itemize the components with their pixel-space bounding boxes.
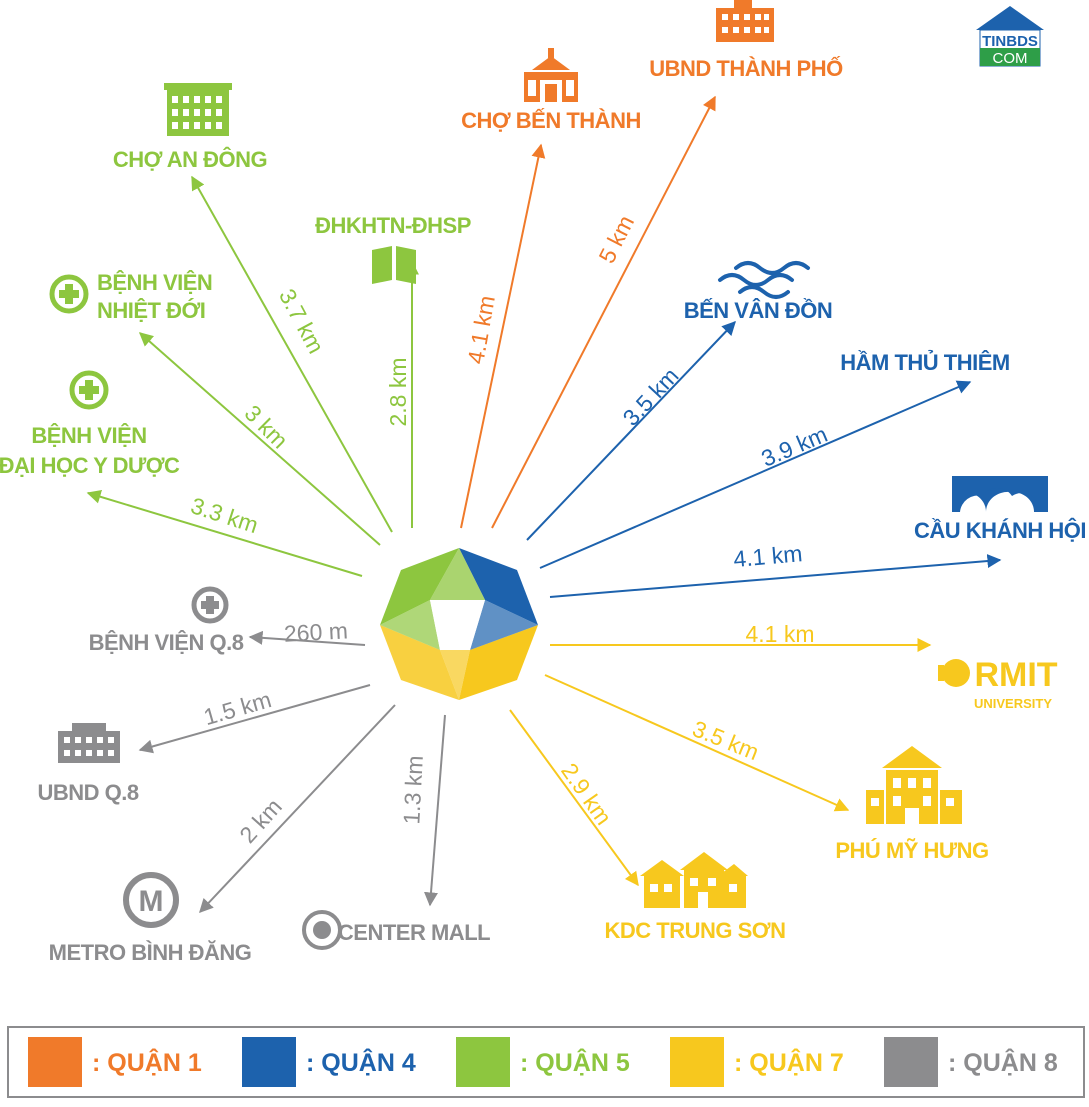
place-label-benh-vien-nhiet-doi: BỆNH VIỆN	[97, 270, 212, 295]
connector-arrow-phu-my-hung	[544, 674, 850, 812]
medical-cross-icon	[69, 370, 109, 410]
connector-arrow-ubnd-thanh-pho	[491, 95, 716, 529]
connector-arrow-cho-an-dong	[191, 175, 393, 533]
connector-arrow-center-mall	[424, 714, 446, 907]
distance-label-cho-ben-thanh: 4.1 km	[462, 293, 500, 365]
distance-label-kdc-trung-son: 2.9 km	[556, 758, 617, 829]
distance-label-metro-binh-dang: 2 km	[234, 793, 287, 847]
place-label-ben-van-don: BẾN VÂN ĐỒN	[684, 298, 833, 323]
place-label-phu-my-hung: PHÚ MỸ HƯNG	[835, 838, 988, 863]
legend-label-q8: : QUẬN 8	[948, 1047, 1058, 1077]
legend-swatch-q8	[884, 1037, 938, 1087]
place-label-ubnd-q8: UBND Q.8	[37, 780, 138, 805]
place-label-rmit: UNIVERSITY	[974, 696, 1052, 711]
connector-arrow-ham-thu-thiem	[539, 380, 972, 569]
medical-cross-icon	[49, 274, 89, 314]
place-label-kdc-trung-son: KDC TRUNG SƠN	[605, 918, 786, 943]
distance-label-phu-my-hung: 3.5 km	[689, 715, 763, 765]
rmit-logo-icon	[938, 659, 970, 687]
market-icon	[524, 48, 578, 102]
distance-label-cau-khanh-hoi: 4.1 km	[732, 540, 803, 572]
distance-label-ham-thu-thiem: 3.9 km	[757, 421, 831, 472]
legend-swatch-q7	[670, 1037, 724, 1087]
place-label-dhktn-dhsp: ĐHKHTN-ĐHSP	[315, 213, 471, 238]
place-label-benh-vien-dh-y-duoc: BỆNH VIỆN	[31, 423, 146, 448]
apartment-icon	[866, 746, 962, 824]
distance-label-benh-vien-dh-y-duoc: 3.3 km	[188, 492, 262, 538]
legend-label-q5: : QUẬN 5	[520, 1047, 630, 1077]
legend-swatch-q4	[242, 1037, 296, 1087]
place-label-benh-vien-q8: BỆNH VIỆN Q.8	[89, 630, 244, 655]
connector-arrow-ubnd-q8	[138, 684, 371, 754]
connector-arrow-benh-vien-q8	[248, 630, 366, 646]
waves-icon	[718, 261, 810, 299]
svg-text:M: M	[139, 885, 164, 918]
legend-swatch-q1	[28, 1037, 82, 1087]
place-label-benh-vien-nhiet-doi: NHIỆT ĐỚI	[97, 298, 205, 323]
building-icon	[58, 723, 120, 763]
distance-label-ben-van-don: 3.5 km	[618, 363, 684, 431]
metro-icon: M	[123, 872, 179, 928]
houses-icon	[640, 852, 748, 908]
brand-logo-line2: COM	[993, 50, 1028, 67]
house-roof-icon	[976, 6, 1044, 30]
legend-label-q7: : QUẬN 7	[734, 1047, 844, 1077]
connector-arrow-benh-vien-dh-y-duoc	[86, 489, 363, 577]
connector-arrow-cau-khanh-hoi	[549, 554, 1002, 598]
brand-logo-line1: TINBDS	[982, 33, 1038, 50]
place-label-benh-vien-dh-y-duoc: ĐẠI HỌC Y DƯỢC	[0, 453, 180, 478]
distance-label-center-mall: 1.3 km	[398, 755, 428, 825]
distance-label-ubnd-q8: 1.5 km	[201, 686, 275, 730]
place-label-cho-ben-thanh: CHỢ BẾN THÀNH	[461, 108, 641, 133]
distance-label-benh-vien-q8: 260 m	[283, 617, 348, 646]
bridge-icon	[952, 476, 1048, 512]
distance-label-dhktn-dhsp: 2.8 km	[385, 357, 411, 426]
place-label-center-mall: CENTER MALL	[338, 920, 490, 945]
connector-arrow-benh-vien-nhiet-doi	[138, 332, 381, 546]
legend-label-q4: : QUẬN 4	[306, 1047, 416, 1077]
place-label-ubnd-thanh-pho: UBND THÀNH PHỐ	[649, 55, 843, 81]
connector-arrow-cho-ben-thanh	[460, 143, 546, 529]
connector-arrow-kdc-trung-son	[509, 709, 639, 887]
place-label-cho-an-dong: CHỢ AN ĐÔNG	[113, 147, 267, 172]
book-icon	[372, 246, 416, 284]
legend: : QUẬN 1 : QUẬN 4 : QUẬN 5 : QUẬN 7 : QUẬN 8	[7, 1026, 1085, 1098]
place-label-rmit: RMIT	[974, 656, 1057, 694]
place-label-metro-binh-dang: METRO BÌNH ĐĂNG	[49, 940, 252, 965]
legend-label-q1: : QUẬN 1	[92, 1047, 202, 1077]
building-icon	[164, 83, 232, 136]
connector-arrow-ben-van-don	[526, 320, 736, 541]
distance-label-cho-an-dong: 3.7 km	[274, 285, 329, 358]
project-logo-icon	[380, 548, 538, 700]
connector-arrow-metro-binh-dang	[199, 704, 396, 914]
legend-swatch-q5	[456, 1037, 510, 1087]
medical-cross-icon	[191, 586, 229, 624]
building-icon	[716, 0, 774, 42]
distance-label-rmit: 4.1 km	[745, 621, 814, 647]
target-icon	[302, 910, 342, 950]
brand-logo: TINBDS COM	[976, 6, 1044, 67]
place-label-cau-khanh-hoi: CẦU KHÁNH HỘI	[914, 518, 1086, 543]
place-label-ham-thu-thiem: HẦM THỦ THIÊM	[840, 350, 1009, 375]
